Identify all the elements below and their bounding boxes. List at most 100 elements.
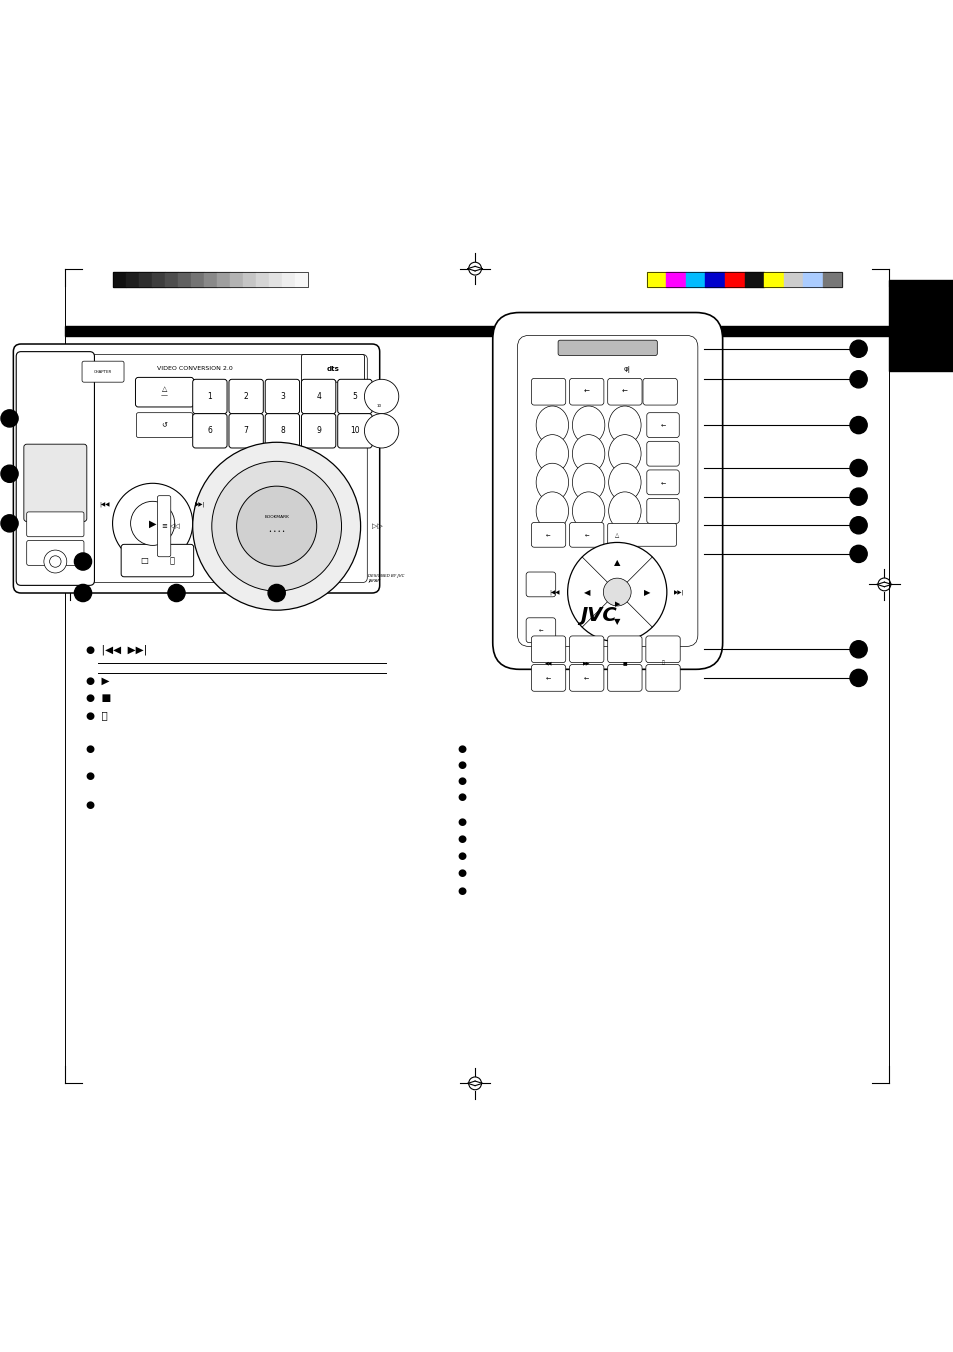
Text: ⏸: ⏸ [660, 660, 664, 665]
Text: 6: 6 [207, 426, 213, 435]
Ellipse shape [536, 434, 568, 473]
FancyBboxPatch shape [531, 665, 565, 691]
Text: 3: 3 [279, 392, 285, 402]
FancyBboxPatch shape [135, 377, 193, 407]
Text: ●: ● [457, 868, 466, 879]
Text: 5: 5 [352, 392, 357, 402]
Bar [665, 272, 685, 287]
Circle shape [364, 414, 398, 448]
FancyBboxPatch shape [526, 618, 555, 642]
FancyBboxPatch shape [531, 379, 565, 406]
Ellipse shape [536, 464, 568, 502]
Text: ←: ← [621, 389, 627, 395]
Bar [294, 272, 308, 287]
FancyBboxPatch shape [265, 414, 299, 448]
FancyBboxPatch shape [492, 312, 721, 669]
FancyBboxPatch shape [265, 380, 299, 414]
Ellipse shape [572, 492, 604, 530]
Text: ●: ● [86, 744, 94, 753]
FancyBboxPatch shape [645, 665, 679, 691]
FancyBboxPatch shape [16, 352, 94, 585]
Text: ←: ← [538, 627, 542, 633]
FancyBboxPatch shape [301, 380, 335, 414]
Bar [821, 272, 841, 287]
Ellipse shape [536, 406, 568, 445]
FancyBboxPatch shape [337, 414, 372, 448]
Circle shape [131, 502, 174, 545]
Circle shape [1, 515, 18, 531]
FancyBboxPatch shape [569, 635, 603, 662]
Text: |◀◀: |◀◀ [549, 589, 559, 595]
Text: • • • •: • • • • [269, 530, 284, 534]
Bar [216, 272, 230, 287]
Circle shape [1, 465, 18, 483]
Circle shape [364, 380, 398, 414]
Bar [191, 272, 204, 287]
Text: ←: ← [584, 533, 588, 537]
FancyBboxPatch shape [646, 470, 679, 495]
Circle shape [849, 370, 866, 388]
Circle shape [849, 669, 866, 687]
Circle shape [567, 542, 666, 642]
Bar [177, 272, 191, 287]
Circle shape [849, 416, 866, 434]
FancyBboxPatch shape [337, 380, 372, 414]
Text: BOOKMARK: BOOKMARK [264, 515, 289, 519]
Text: ≡: ≡ [161, 523, 167, 529]
Circle shape [44, 550, 67, 573]
Text: ▼: ▼ [614, 618, 619, 626]
Bar [888, 280, 953, 370]
Text: ▶▶: ▶▶ [582, 660, 590, 665]
Text: |◀◀: |◀◀ [99, 502, 111, 507]
Circle shape [236, 487, 316, 566]
Text: ●: ● [457, 817, 466, 827]
Text: ▶: ▶ [614, 602, 619, 607]
Bar [763, 272, 783, 287]
Bar [112, 272, 308, 287]
Ellipse shape [608, 434, 640, 473]
Circle shape [74, 584, 91, 602]
Text: ◀◀: ◀◀ [544, 660, 552, 665]
Text: dts: dts [326, 366, 339, 372]
Text: ◀: ◀ [583, 588, 590, 596]
FancyBboxPatch shape [301, 414, 335, 448]
Ellipse shape [608, 406, 640, 445]
Bar [646, 272, 841, 287]
Text: φ|: φ| [622, 366, 630, 373]
FancyBboxPatch shape [531, 522, 565, 548]
Bar [724, 272, 743, 287]
Bar [138, 272, 152, 287]
Text: CHAPTER: CHAPTER [94, 369, 112, 373]
Text: ←: ← [546, 533, 550, 537]
Text: 7: 7 [243, 426, 249, 435]
Text: ●: ● [457, 834, 466, 844]
Text: 1: 1 [208, 392, 212, 402]
Bar [255, 272, 269, 287]
Ellipse shape [572, 406, 604, 445]
Circle shape [50, 556, 61, 568]
Text: ⏸: ⏸ [170, 556, 174, 565]
Bar [243, 272, 255, 287]
Text: ●  ⏸: ● ⏸ [86, 710, 108, 721]
Text: ▷▷: ▷▷ [372, 523, 383, 529]
Circle shape [849, 488, 866, 506]
Text: ▶: ▶ [643, 588, 650, 596]
Bar [802, 272, 821, 287]
FancyBboxPatch shape [607, 665, 641, 691]
Circle shape [849, 341, 866, 357]
Bar [112, 272, 126, 287]
FancyBboxPatch shape [136, 412, 193, 438]
FancyBboxPatch shape [157, 496, 171, 557]
Bar [282, 272, 294, 287]
FancyBboxPatch shape [229, 380, 263, 414]
Text: ▶▶|: ▶▶| [194, 502, 206, 507]
FancyBboxPatch shape [646, 412, 679, 438]
Text: ●  ▶: ● ▶ [86, 676, 110, 685]
FancyBboxPatch shape [642, 379, 677, 406]
Text: ●: ● [86, 800, 94, 810]
Text: 10: 10 [376, 404, 381, 408]
Bar [743, 272, 763, 287]
FancyBboxPatch shape [558, 341, 657, 356]
Text: DESIGNED BY JVC
JAPAN: DESIGNED BY JVC JAPAN [368, 575, 404, 583]
FancyBboxPatch shape [27, 541, 84, 565]
